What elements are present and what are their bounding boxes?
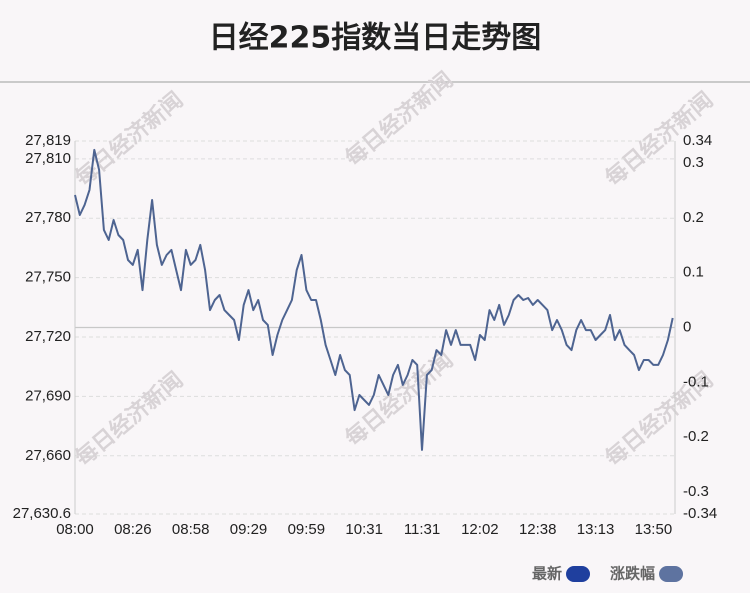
- y2-tick-label: -0.1: [683, 373, 709, 390]
- y-tick-label: 27,660: [25, 447, 71, 464]
- y-tick-label: 27,720: [25, 328, 71, 345]
- y-tick-label: 27,630.6: [13, 505, 71, 522]
- x-tick-label: 10:31: [345, 521, 383, 538]
- price-line: [74, 148, 674, 451]
- x-tick-label: 08:58: [172, 521, 210, 538]
- x-tick-label: 09:59: [288, 521, 326, 538]
- x-tick-label: 13:13: [577, 521, 615, 538]
- x-tick-label: 08:26: [114, 521, 152, 538]
- y-tick-label: 27,819: [25, 132, 71, 149]
- watermark: 每日经济新闻: [70, 367, 188, 472]
- x-tick-label: 11:31: [404, 521, 440, 538]
- x-tick-label: 12:02: [461, 521, 499, 538]
- y-tick-label: 27,780: [25, 209, 71, 226]
- y-tick-label: 27,690: [25, 387, 71, 404]
- y2-tick-label: 0.34: [683, 132, 712, 149]
- chart-title: 日经225指数当日走势图: [209, 21, 542, 56]
- x-tick-label: 09:29: [230, 521, 268, 538]
- y2-tick-label: 0: [683, 318, 691, 335]
- watermark: 每日经济新闻: [70, 87, 188, 192]
- legend-label: 涨跌幅: [610, 565, 655, 583]
- y2-tick-label: -0.3: [683, 483, 709, 500]
- x-tick-label: 13:50: [635, 521, 673, 538]
- y-tick-label: 27,810: [25, 150, 71, 167]
- x-tick-label: 08:00: [56, 521, 94, 538]
- x-tick-label: 12:38: [519, 521, 557, 538]
- y-tick-label: 27,750: [25, 269, 71, 286]
- y2-tick-label: -0.2: [683, 428, 709, 445]
- y2-tick-label: -0.34: [683, 505, 717, 522]
- legend-swatch: [659, 566, 684, 582]
- legend-label: 最新: [532, 565, 562, 583]
- y2-tick-label: 0.2: [683, 209, 704, 226]
- legend-swatch: [566, 566, 591, 582]
- y2-tick-label: 0.3: [683, 154, 704, 171]
- y2-tick-label: 0.1: [683, 264, 704, 281]
